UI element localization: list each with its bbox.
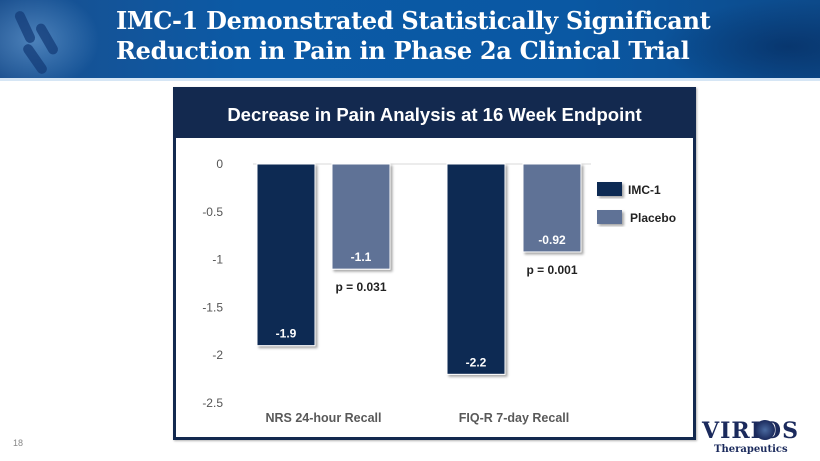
y-tick-label: -1 xyxy=(212,253,223,267)
x-category-label: NRS 24-hour Recall xyxy=(265,411,381,425)
slide-title-line1: IMC-1 Demonstrated Statistically Signifi… xyxy=(116,6,711,35)
bar-data-label: -2.2 xyxy=(466,355,487,369)
legend-label: Placebo xyxy=(630,211,676,225)
bar-chart: 0 -0.5 -1 -1.5 -2 -2.5 -1.9 -2.2 -1.1 -0.92 p = … xyxy=(202,157,676,425)
legend-swatch-placebo xyxy=(597,210,622,224)
p-value-annotation: p = 0.001 xyxy=(526,263,577,277)
bar-placebo-2 xyxy=(522,163,582,253)
x-category-label: FIQ-R 7-day Recall xyxy=(459,411,569,425)
y-tick-label: -2.5 xyxy=(202,396,223,410)
chart-title: Decrease in Pain Analysis at 16 Week End… xyxy=(176,90,693,138)
company-logo: VIRIOS Therapeutics xyxy=(700,418,810,458)
banner-divider xyxy=(0,78,820,81)
page-number: 18 xyxy=(13,438,24,448)
banner-decoration xyxy=(660,0,820,78)
bar-data-label: -1.1 xyxy=(351,250,372,264)
virus-icon xyxy=(755,420,775,440)
y-tick-label: -1.5 xyxy=(202,300,223,314)
bar-data-label: -1.9 xyxy=(276,327,297,341)
bar-data-label: -0.92 xyxy=(538,233,566,247)
legend-label: IMC-1 xyxy=(628,183,661,197)
bar-imc-1-1 xyxy=(256,163,316,347)
slide-title-line2: Reduction in Pain in Phase 2a Clinical T… xyxy=(116,36,690,65)
y-tick-label: -2 xyxy=(212,348,223,362)
title-banner: IMC-1 Demonstrated Statistically Signifi… xyxy=(0,0,820,78)
y-tick-label: 0 xyxy=(216,157,223,171)
bar-placebo-1 xyxy=(331,163,391,270)
y-tick-label: -0.5 xyxy=(202,205,223,219)
logo-subtitle: Therapeutics xyxy=(714,444,788,455)
legend-swatch-imc-1 xyxy=(597,182,622,196)
p-value-annotation: p = 0.031 xyxy=(335,280,386,294)
bar-imc-1-2 xyxy=(446,163,506,375)
slide-title: IMC-1 Demonstrated Statistically Signifi… xyxy=(116,6,796,66)
logo-wordmark: VIRIOS xyxy=(702,418,799,444)
